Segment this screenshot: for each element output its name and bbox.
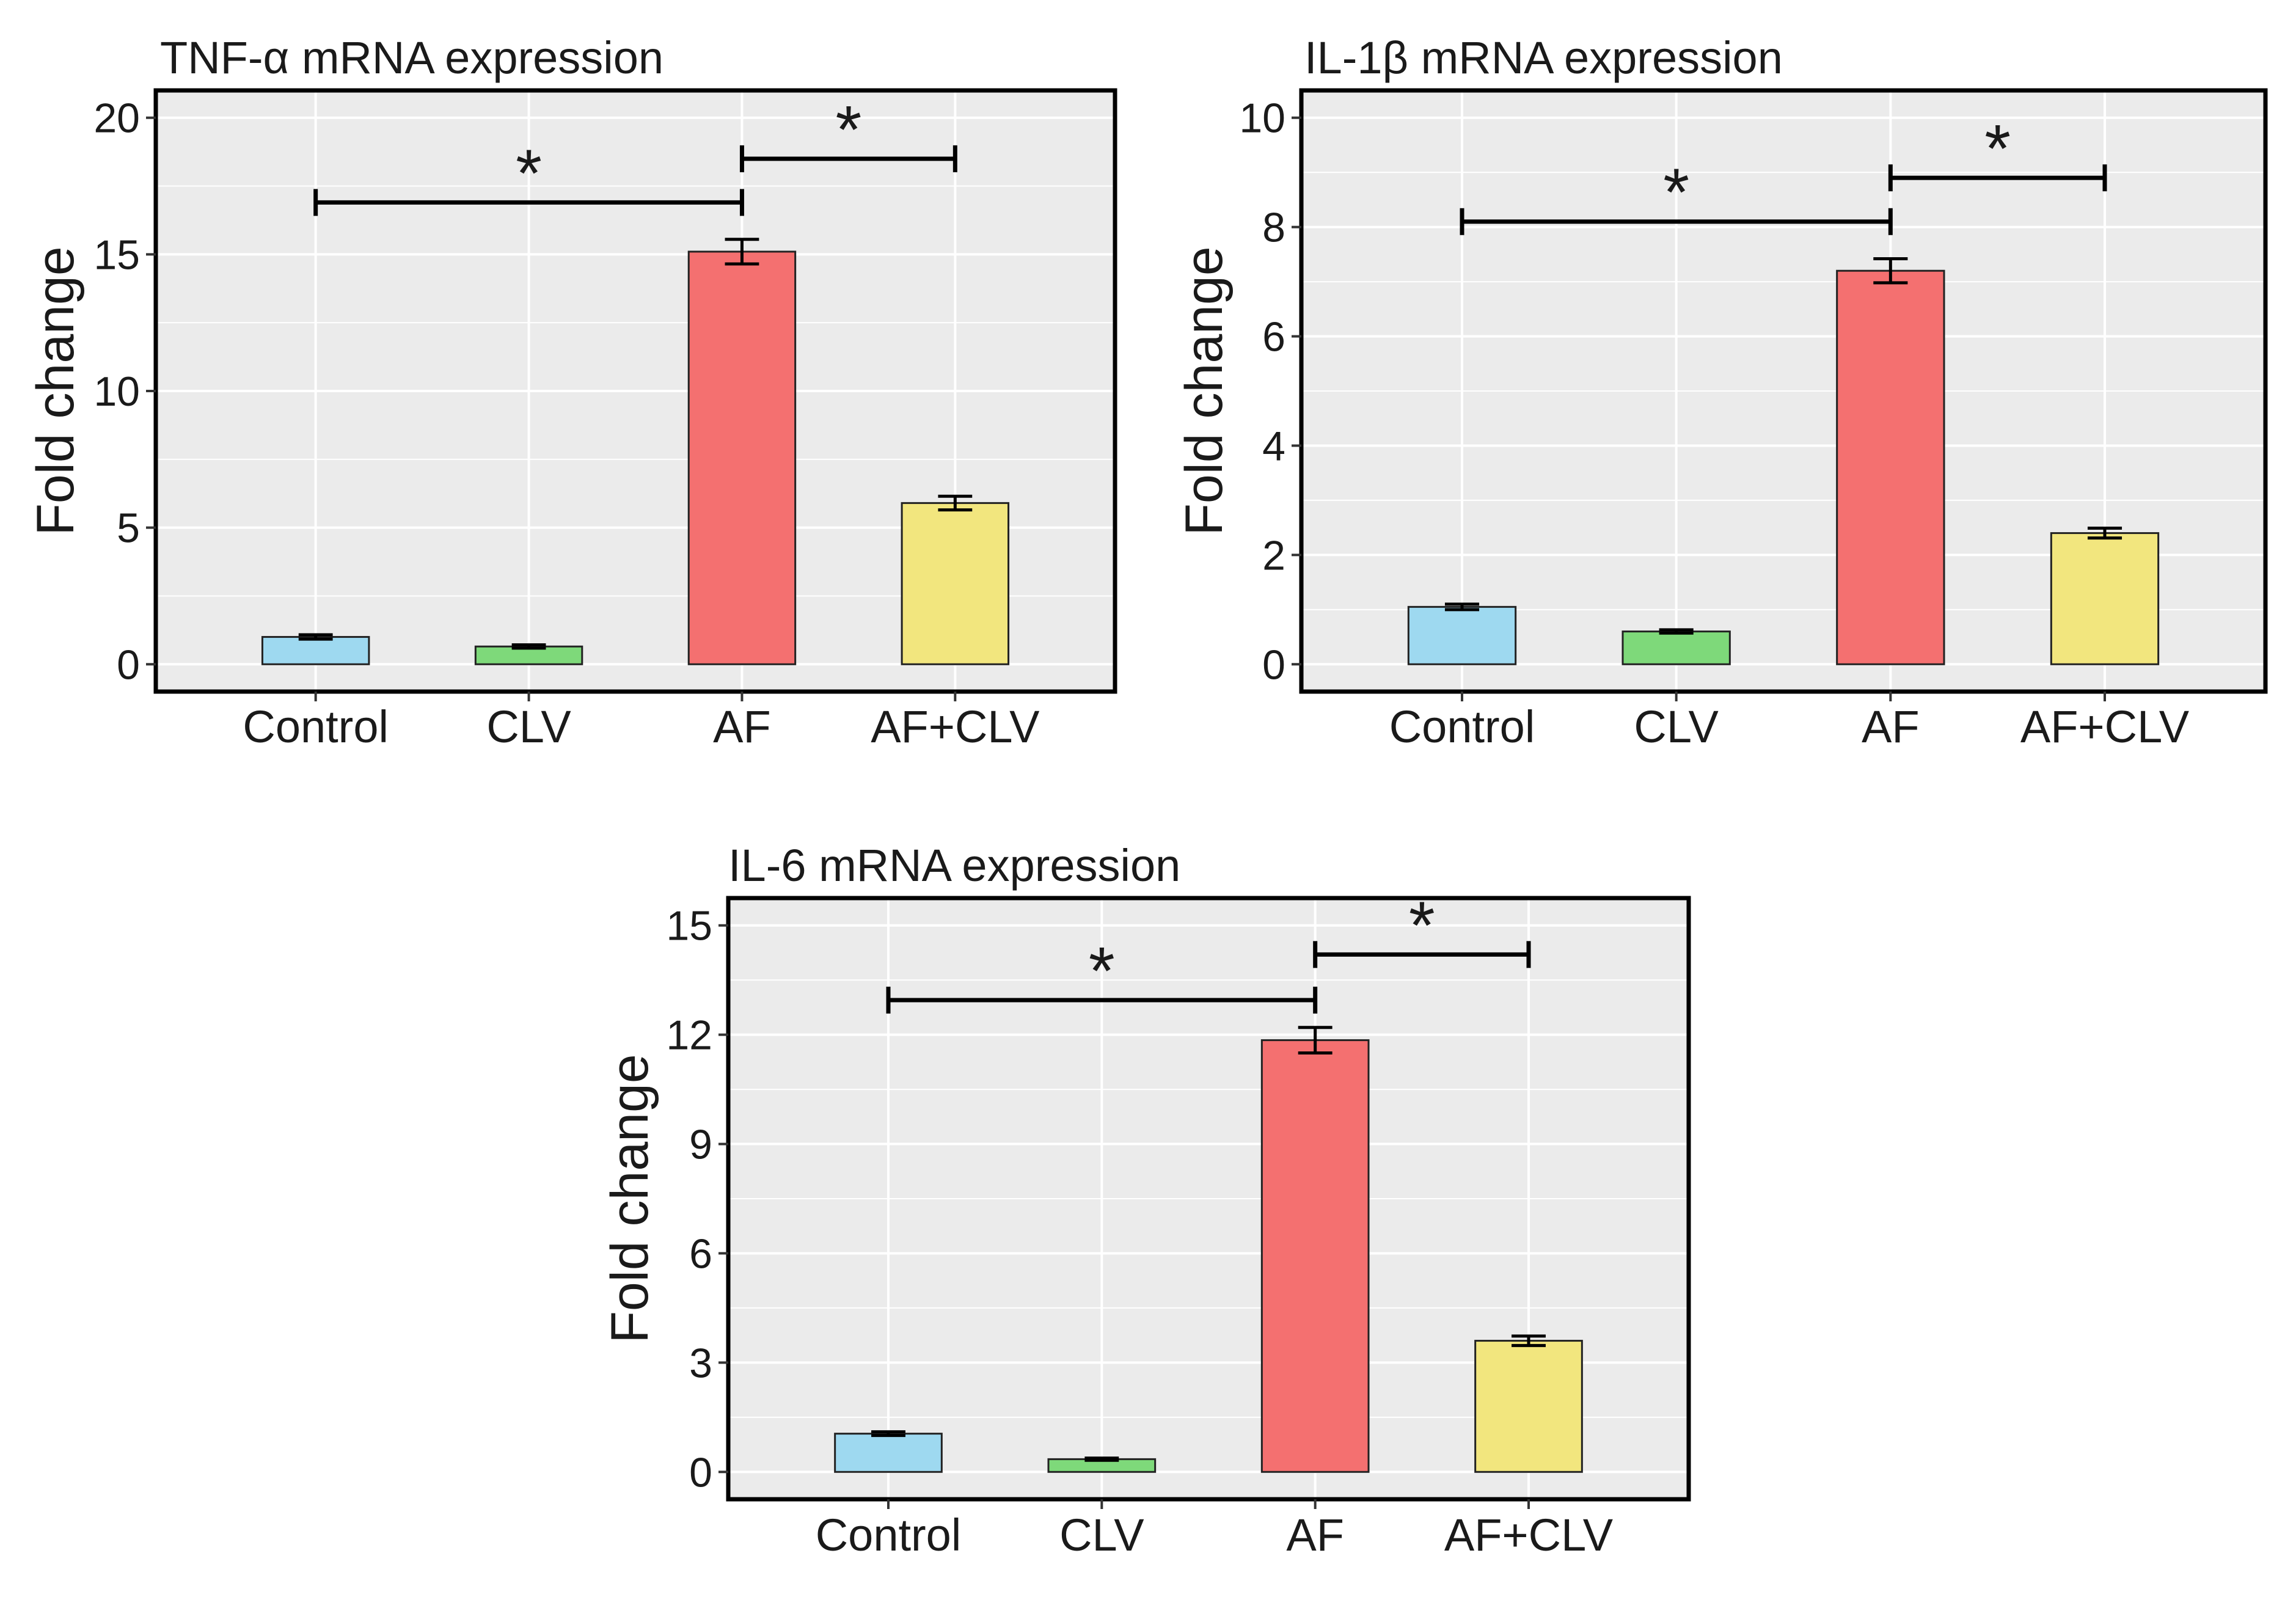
y-tick-label: 12: [666, 1012, 712, 1059]
error-bar: [1444, 602, 1480, 612]
error-bar: [1512, 1334, 1546, 1347]
significance-bracket: *: [313, 136, 744, 216]
x-tick-label: Control: [816, 1510, 962, 1560]
significance-star: *: [1663, 155, 1689, 230]
y-tick-label: 15: [666, 903, 712, 949]
significance-star: *: [1409, 888, 1435, 963]
bar-af-clv: [1474, 1340, 1583, 1473]
y-tick-label: 3: [689, 1340, 712, 1386]
y-tick-label: 8: [1262, 205, 1285, 251]
y-tick-label: 0: [689, 1449, 712, 1496]
error-bar: [1659, 628, 1694, 635]
x-tick-label: AF+CLV: [871, 701, 1040, 752]
y-tick-label: 0: [1262, 641, 1285, 688]
x-tick-label: AF: [1862, 701, 1920, 752]
significance-star: *: [1089, 934, 1115, 1009]
error-bar: [511, 643, 546, 650]
error-bar: [1298, 1026, 1333, 1054]
y-tick-label: 6: [689, 1230, 712, 1277]
plot-border: [726, 896, 1691, 1502]
y-tick-label: 15: [93, 232, 140, 278]
y-tick-label: 6: [1262, 314, 1285, 360]
significance-star: *: [516, 136, 542, 211]
significance-bracket: *: [1460, 155, 1893, 235]
y-axis-label: Fold change: [1175, 246, 1234, 535]
bar-af: [687, 250, 797, 665]
chart-panel-3: * * 0 3 6 9 12 15 Control CLV AF AF+CLV IL-6 mRNA ex…: [601, 840, 1691, 1560]
y-tick-label: 10: [1239, 95, 1285, 142]
y-tick-label: 20: [93, 95, 140, 142]
y-axis-label: Fold change: [601, 1054, 659, 1343]
error-bar: [298, 633, 333, 641]
y-axis-label: Fold change: [26, 246, 85, 535]
error-bar: [2087, 527, 2122, 540]
plot-border: [1299, 88, 2268, 694]
bar-control: [1407, 605, 1517, 665]
y-tick-label: 0: [117, 641, 140, 688]
significance-bracket: *: [739, 92, 957, 172]
y-tick-label: 4: [1262, 423, 1285, 469]
x-tick-label: AF: [713, 701, 771, 752]
x-tick-label: AF+CLV: [1444, 1510, 1614, 1560]
significance-star: *: [1984, 111, 2011, 186]
bar-control: [834, 1433, 943, 1473]
bar-af-clv: [2050, 532, 2160, 665]
chart-panel-2: * * 0 2 4 6 8 10 Control CLV AF AF+CLV IL-1β mRNA ex…: [1175, 32, 2268, 752]
chart-title: IL-6 mRNA expression: [728, 840, 1180, 891]
y-tick-label: 10: [93, 368, 140, 415]
x-tick-label: CLV: [486, 701, 571, 752]
error-bar: [725, 238, 759, 266]
chart-title: IL-1β mRNA expression: [1304, 32, 1783, 83]
error-bar: [1084, 1456, 1119, 1462]
chart-panel-1: * * 0 5 10 15 20 Control CLV AF AF+CLV TNF-α mRNA e…: [26, 32, 1117, 752]
significance-bracket: *: [1888, 111, 2107, 192]
bar-af: [1836, 269, 1945, 665]
significance-bracket: *: [886, 934, 1318, 1014]
bar-af-clv: [901, 502, 1010, 665]
error-bar: [1873, 257, 1908, 285]
x-tick-label: CLV: [1634, 701, 1719, 752]
chart-title: TNF-α mRNA expression: [160, 32, 664, 83]
x-tick-label: CLV: [1059, 1510, 1144, 1560]
x-tick-label: Control: [243, 701, 389, 752]
bar-af: [1260, 1039, 1370, 1473]
error-bar: [871, 1430, 905, 1438]
x-tick-label: AF+CLV: [2020, 701, 2190, 752]
significance-star: *: [835, 92, 861, 167]
x-tick-label: AF: [1286, 1510, 1344, 1560]
significance-bracket: *: [1313, 888, 1531, 968]
bar-control: [261, 636, 370, 665]
y-tick-label: 2: [1262, 532, 1285, 579]
y-tick-label: 9: [689, 1122, 712, 1168]
error-bar: [938, 494, 973, 512]
x-tick-label: Control: [1389, 701, 1535, 752]
bar-clv: [1621, 630, 1731, 665]
y-tick-label: 5: [117, 505, 140, 552]
